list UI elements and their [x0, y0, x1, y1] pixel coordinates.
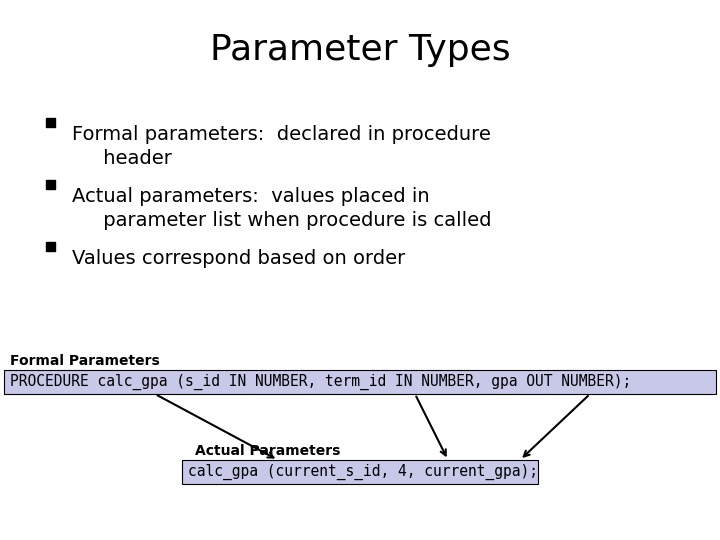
Text: PROCEDURE calc_gpa (s_id IN NUMBER, term_id IN NUMBER, gpa OUT NUMBER);: PROCEDURE calc_gpa (s_id IN NUMBER, term…	[10, 374, 631, 390]
Bar	[46, 180, 55, 189]
Text: Parameter Types: Parameter Types	[210, 33, 510, 67]
Text: Formal Parameters: Formal Parameters	[10, 354, 160, 368]
Bar	[46, 118, 55, 127]
Bar	[46, 242, 55, 251]
Text: Actual parameters:  values placed in
     parameter list when procedure is calle: Actual parameters: values placed in para…	[72, 187, 492, 230]
Bar	[182, 460, 538, 484]
Text: Actual Parameters: Actual Parameters	[195, 444, 341, 458]
Text: Formal parameters:  declared in procedure
     header: Formal parameters: declared in procedure…	[72, 125, 491, 168]
Bar	[4, 370, 716, 394]
Text: calc_gpa (current_s_id, 4, current_gpa);: calc_gpa (current_s_id, 4, current_gpa);	[188, 464, 538, 480]
Text: Values correspond based on order: Values correspond based on order	[72, 249, 405, 268]
